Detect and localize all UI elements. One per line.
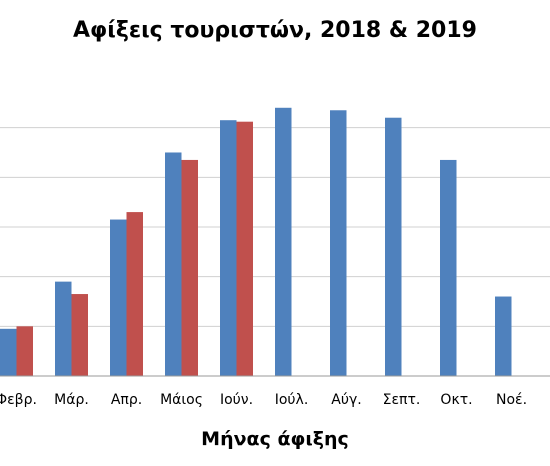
x-axis-title: Μήνας άφιξης xyxy=(201,428,349,450)
bar-series2-1 xyxy=(71,294,88,376)
bar-series2-0 xyxy=(16,326,33,376)
x-tick-label: Σεπτ. xyxy=(383,392,421,408)
bars xyxy=(0,107,512,377)
bar-series1-9 xyxy=(495,296,512,376)
bar-series1-7 xyxy=(385,117,402,376)
bar-series2-2 xyxy=(126,212,143,376)
x-tick-label: Ιούν. xyxy=(220,392,253,408)
bar-series1-5 xyxy=(275,107,292,377)
x-tick-label: Αύγ. xyxy=(331,392,361,408)
x-tick-label: Οκτ. xyxy=(440,392,472,408)
x-tick-labels: Φεβρ. Μάρ. Απρ. Μάιος Ιούν. Ιούλ. Αύγ. Σεπτ. Οκτ… xyxy=(0,392,527,408)
bar-series1-2 xyxy=(110,219,127,376)
x-tick-label: Απρ. xyxy=(111,392,142,408)
x-tick-label: Μάιος xyxy=(160,392,203,408)
x-tick-label: Μάρ. xyxy=(54,392,89,408)
bar-series2-4 xyxy=(236,121,253,376)
x-tick-label: Ιούλ. xyxy=(275,392,309,408)
bar-series1-0 xyxy=(0,328,17,376)
bar-series1-3 xyxy=(165,152,182,376)
bar-series1-8 xyxy=(440,159,457,376)
bar-series1-4 xyxy=(220,120,237,377)
bar-series1-1 xyxy=(55,281,72,376)
chart-title: Αφίξεις τουριστών, 2018 & 2019 xyxy=(73,18,477,43)
x-tick-label: Φεβρ. xyxy=(0,392,37,408)
bar-series2-3 xyxy=(181,159,198,376)
x-tick-label: Νοέ. xyxy=(496,392,527,408)
bar-series1-6 xyxy=(330,110,347,376)
